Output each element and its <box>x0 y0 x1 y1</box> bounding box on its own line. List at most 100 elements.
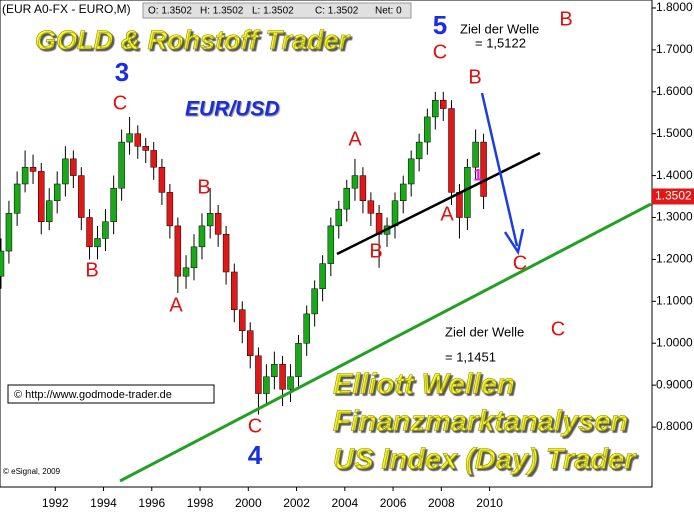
y-tick-label: 1.8000 <box>656 0 693 14</box>
candle-body <box>287 376 294 390</box>
copyright: © eSignal, 2009 <box>3 467 61 476</box>
x-tick-label: 1996 <box>138 496 165 510</box>
y-tick-label: 1.1000 <box>656 294 693 308</box>
wave-label: C <box>248 415 262 437</box>
candle-body <box>94 238 101 248</box>
candle-body <box>480 141 487 197</box>
candle-body <box>102 221 109 239</box>
candle-body <box>343 187 350 210</box>
wave-label: C <box>113 92 127 114</box>
wave-label: C <box>433 41 447 63</box>
source: © http://www.godmode-trader.de <box>14 389 172 401</box>
candle-body <box>78 175 85 218</box>
candle-body <box>0 250 5 277</box>
candle-body <box>239 309 246 331</box>
candle-body <box>70 158 77 176</box>
target-label: Ziel der Welle <box>460 21 539 36</box>
candle-body <box>391 200 399 227</box>
wave-label: A <box>440 203 454 225</box>
target-wave: C <box>551 318 565 340</box>
candle-body <box>263 376 270 394</box>
footer-text: Elliott Wellen <box>333 369 515 401</box>
x-tick-label: 2006 <box>380 496 407 510</box>
wave-label: C <box>513 252 527 274</box>
candle-body <box>182 267 190 277</box>
candle-body <box>246 330 254 357</box>
ohlc-value: H: 1.3502 <box>200 6 244 17</box>
candle-body <box>271 363 278 378</box>
wave-label: B <box>197 176 210 198</box>
y-tick-label: 1.3000 <box>656 210 693 224</box>
candle-body <box>126 133 133 143</box>
wave-number: 4 <box>248 440 263 470</box>
candle-body <box>367 200 375 214</box>
candle-body <box>415 141 423 160</box>
candle-body <box>359 175 367 202</box>
wave-label: B <box>369 240 382 262</box>
target-value: = 1,5122 <box>475 35 526 50</box>
candle-body <box>231 271 238 310</box>
trend-line <box>119 202 652 483</box>
candle-body <box>327 225 335 264</box>
candle-body <box>295 342 302 378</box>
ohlc-value: O: 1.3502 <box>148 6 192 17</box>
candle-body <box>424 116 431 143</box>
x-tick-label: 1992 <box>42 496 69 510</box>
wave-label: A <box>348 128 362 150</box>
ohlc-value: Net: 0 <box>375 6 402 17</box>
target-label: Ziel der Welle <box>445 324 524 339</box>
wave-label: A <box>169 294 183 316</box>
candle-body <box>432 99 439 118</box>
ohlc-value: L: 1.3502 <box>252 6 294 17</box>
candle-body <box>448 108 455 193</box>
arrow <box>480 92 519 247</box>
wave-number: 3 <box>115 57 129 87</box>
ohlc-value: C: 1.3502 <box>315 6 359 17</box>
target-value: = 1,1451 <box>445 349 496 364</box>
candle-body <box>142 146 149 151</box>
wave-number: 5 <box>433 10 447 40</box>
ohlc-box <box>142 2 412 19</box>
source-box <box>7 384 215 404</box>
candle-body <box>53 183 61 202</box>
candle-body <box>279 363 286 390</box>
candle-body <box>110 187 117 222</box>
x-tick-label: 2002 <box>283 496 310 510</box>
x-tick-label: 1994 <box>90 496 117 510</box>
trend-line <box>336 151 541 256</box>
y-tick-label: 1.4000 <box>656 168 693 182</box>
candle-body <box>407 158 415 185</box>
candle-body <box>222 234 230 273</box>
candle-body <box>303 313 310 344</box>
candle-body <box>174 225 182 277</box>
x-tick-label: 2000 <box>235 496 262 510</box>
arrow-head <box>503 228 525 256</box>
candle-body <box>29 166 37 172</box>
candle-body <box>311 288 318 315</box>
candle-body <box>62 158 69 185</box>
candle-body <box>255 355 262 394</box>
candle-body <box>38 171 45 222</box>
x-tick-label: 2004 <box>331 496 358 510</box>
y-tick-label: 0.8000 <box>656 419 693 433</box>
candle-body <box>166 192 174 227</box>
y-tick-label: 0.9000 <box>656 377 693 391</box>
footer-text: Finanzmarktanalysen <box>333 406 628 438</box>
candle-body <box>190 246 198 269</box>
footer-text: US Index (Day) Trader <box>333 444 637 476</box>
candle-body <box>214 213 222 235</box>
candle-body <box>319 263 326 290</box>
candle-body <box>399 183 407 202</box>
candle-body <box>335 208 343 227</box>
candle-body <box>472 141 479 168</box>
x-tick-label: 1998 <box>187 496 214 510</box>
wave-label: B <box>85 259 98 281</box>
wave-label: B <box>468 66 481 88</box>
candle-body <box>150 150 157 168</box>
candle-body <box>118 141 125 189</box>
y-tick-label: 1.7000 <box>656 42 693 56</box>
candle-body <box>45 200 53 222</box>
target-wave: B <box>559 8 572 30</box>
candle-body <box>134 133 142 147</box>
